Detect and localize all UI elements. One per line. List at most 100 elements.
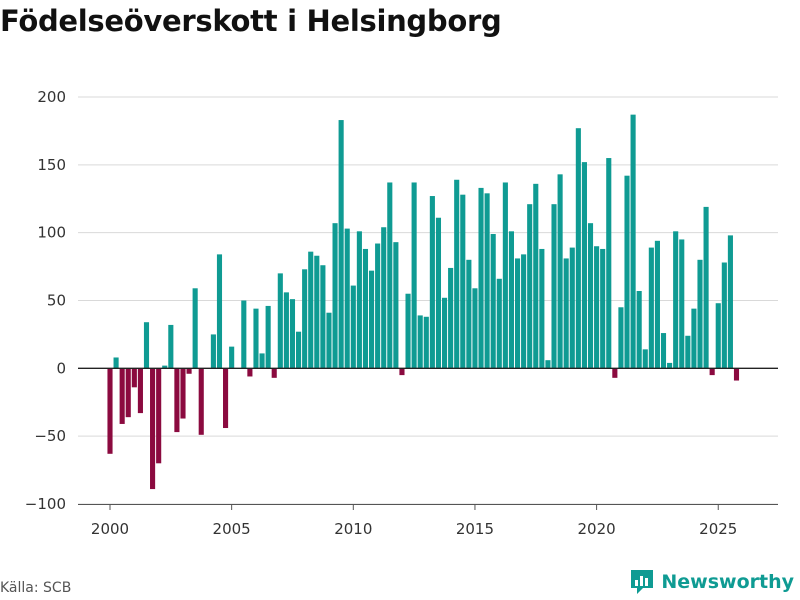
bar <box>113 357 119 369</box>
bar <box>210 334 216 369</box>
y-tick-label: 0 <box>56 359 66 377</box>
bar <box>636 291 642 369</box>
bar <box>448 267 454 369</box>
x-tick-label: 2010 <box>334 520 372 538</box>
bar <box>350 285 356 369</box>
x-tick-label: 2025 <box>699 520 737 538</box>
bar <box>168 324 174 369</box>
bar <box>338 120 344 369</box>
bar <box>569 247 575 369</box>
bar <box>283 292 289 369</box>
bar <box>642 349 648 369</box>
bar <box>490 234 496 369</box>
bar <box>423 316 429 369</box>
bar <box>107 368 113 454</box>
bar <box>685 335 691 369</box>
bar <box>551 204 557 369</box>
bar <box>441 297 448 369</box>
bar <box>229 346 235 369</box>
bar <box>630 114 636 369</box>
bar <box>618 307 624 369</box>
bar <box>265 305 271 369</box>
bar <box>223 368 229 429</box>
bar <box>521 254 527 369</box>
bar <box>150 368 156 490</box>
bar <box>460 194 466 369</box>
bar <box>673 231 679 369</box>
bar <box>539 248 545 369</box>
bar <box>703 206 709 369</box>
bar <box>356 231 362 369</box>
bar <box>381 227 387 369</box>
bar <box>362 248 369 369</box>
bar <box>581 162 587 369</box>
bar <box>143 322 150 369</box>
bar <box>648 247 654 369</box>
bar <box>600 248 606 369</box>
bar <box>156 368 162 464</box>
bar <box>216 254 223 369</box>
bar <box>162 365 168 369</box>
bar <box>727 235 733 369</box>
bar <box>375 243 381 369</box>
bar <box>186 368 192 374</box>
x-tick-label: 2000 <box>91 520 129 538</box>
newsworthy-logo-icon <box>631 570 654 594</box>
bar <box>697 259 703 369</box>
bar <box>429 196 435 369</box>
bar <box>368 270 375 369</box>
bar <box>405 293 411 369</box>
bar <box>679 239 685 369</box>
bar <box>277 273 283 369</box>
bar <box>198 368 204 435</box>
x-tick-label: 2005 <box>213 520 251 538</box>
bar <box>496 278 502 369</box>
bar <box>587 223 594 369</box>
bar <box>302 269 308 369</box>
bar <box>119 368 125 424</box>
y-tick-label: −50 <box>34 427 66 445</box>
bar <box>399 368 405 376</box>
bar <box>253 308 259 369</box>
brand-name: Newsworthy <box>661 571 794 593</box>
bar <box>660 333 667 369</box>
brand-logo: Newsworthy <box>629 568 794 596</box>
bar <box>411 182 417 369</box>
bar <box>527 204 533 369</box>
bar <box>472 288 478 369</box>
bar <box>721 262 727 369</box>
y-tick-label: −100 <box>25 495 66 513</box>
bar <box>533 183 539 369</box>
bar <box>691 308 697 369</box>
bar <box>502 182 508 369</box>
bar <box>387 182 393 369</box>
bar <box>131 368 137 388</box>
bar <box>393 242 399 369</box>
bar <box>466 259 472 369</box>
bar <box>271 368 277 378</box>
x-tick-label: 2020 <box>578 520 616 538</box>
bar <box>715 303 721 369</box>
bar <box>320 265 326 369</box>
bar <box>326 312 332 369</box>
bar <box>241 300 247 369</box>
y-tick-label: 100 <box>37 224 66 242</box>
bar <box>192 288 198 369</box>
bar <box>296 331 302 369</box>
bar <box>314 255 320 369</box>
bar <box>545 360 551 369</box>
bar <box>508 231 514 369</box>
bar <box>606 158 612 369</box>
bar <box>654 240 660 369</box>
bar <box>435 217 442 369</box>
bar <box>514 258 521 369</box>
bar <box>180 368 186 419</box>
bar <box>332 223 338 369</box>
bar <box>259 353 265 369</box>
y-tick-label: 200 <box>37 88 66 106</box>
bar <box>478 187 484 369</box>
bar <box>174 368 180 433</box>
y-tick-label: 150 <box>37 156 66 174</box>
bar <box>125 368 131 418</box>
source-label: Källa: SCB <box>0 580 72 596</box>
